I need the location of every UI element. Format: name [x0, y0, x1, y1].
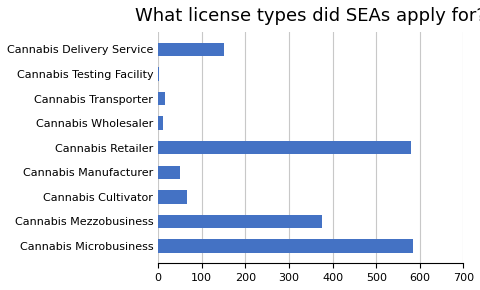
Bar	[158, 166, 180, 179]
Title: What license types did SEAs apply for?: What license types did SEAs apply for?	[135, 7, 480, 25]
Bar	[158, 116, 162, 130]
Bar	[158, 67, 159, 81]
Bar	[158, 43, 223, 56]
Bar	[158, 92, 164, 105]
Bar	[158, 141, 410, 155]
Bar	[158, 215, 321, 228]
Bar	[158, 239, 412, 253]
Bar	[158, 190, 186, 204]
